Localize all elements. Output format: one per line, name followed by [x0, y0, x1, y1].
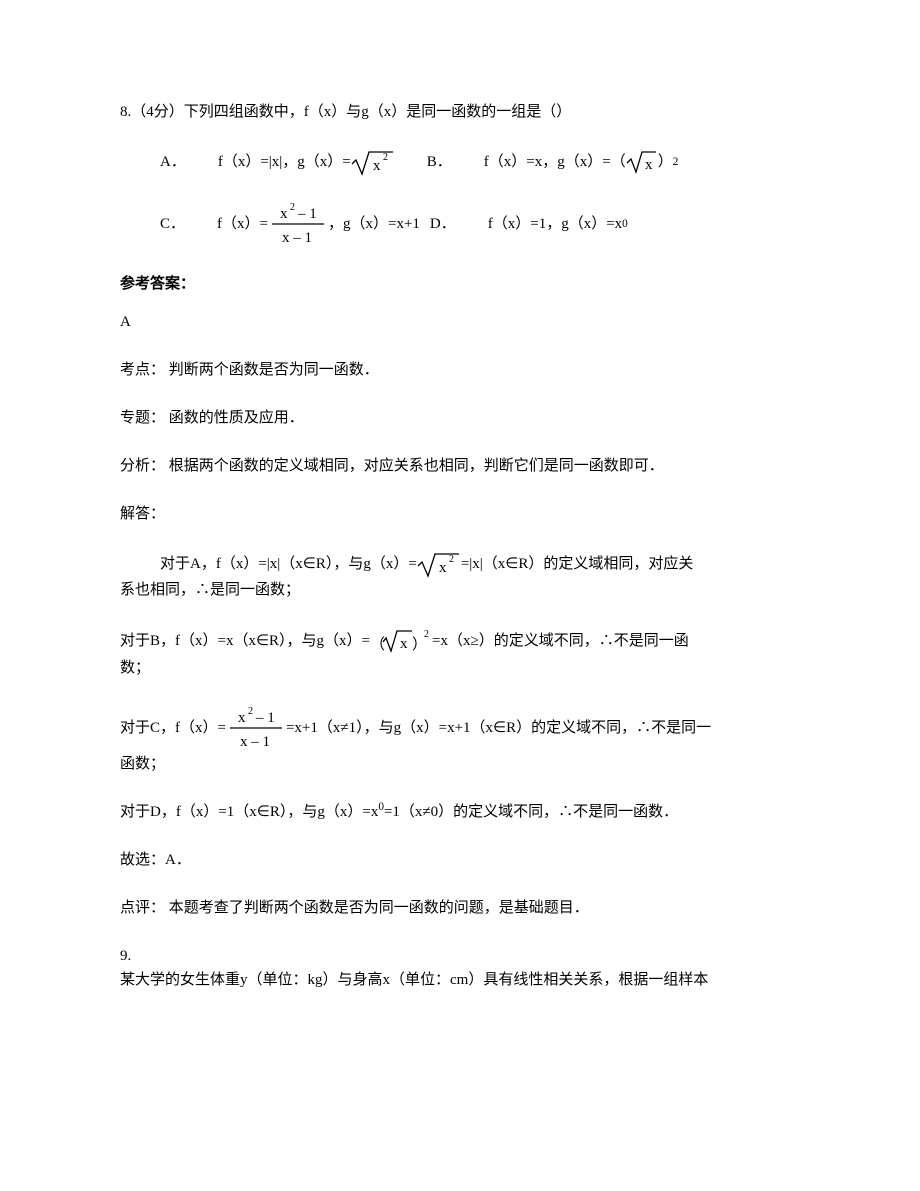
zhuanti-row: 专题： 函数的性质及应用． — [120, 406, 800, 430]
dianping-text: 本题考查了判断两个函数是否为同一函数的问题，是基础题目． — [169, 900, 589, 916]
opt-b-label: B． — [427, 150, 452, 174]
answer-header: 参考答案： — [120, 272, 800, 296]
jieda-c-post: =x+1（x≠1），与g（x）=x+1（x∈R）的定义域不同，∴不是同一 — [286, 716, 711, 740]
opt-c-gx: ，g（x）=x+1 — [328, 212, 420, 236]
kaodian-label: 考点： — [120, 362, 165, 378]
jieda-c: 对于C，f（x）= =x+1（x≠1），与g（x）=x+1（x∈R）的定义域不同… — [120, 704, 800, 776]
sqrt-x-squared-icon — [417, 550, 461, 578]
jieda-b-pre: 对于B，f（x）=x（x∈R），与g（x）= — [120, 629, 370, 653]
fenxi-text: 根据两个函数的定义域相同，对应关系也相同，判断它们是同一函数即可． — [169, 458, 664, 474]
jieda-c-line2: 函数； — [120, 752, 800, 776]
sqrt-x-icon — [626, 149, 658, 175]
dianping-label: 点评： — [120, 900, 165, 916]
answer-value: A — [120, 310, 800, 334]
opt-b-gxtail: ） — [658, 150, 673, 174]
kaodian-text: 判断两个函数是否为同一函数． — [169, 362, 379, 378]
jieda-b: 对于B，f（x）=x（x∈R），与g（x）= =x（x≥）的定义域不同，∴不是同… — [120, 626, 800, 680]
q8-options-row2: C． f（x）= ，g（x）=x+1 D． f（x）=1，g（x）=x0 — [120, 200, 800, 248]
opt-c-fx: f（x）= — [217, 212, 268, 236]
fenxi-label: 分析： — [120, 458, 165, 474]
jieda-d-post: =1（x≠0）的定义域不同，∴不是同一函数． — [384, 804, 678, 820]
q9-number: 9. — [120, 944, 800, 968]
jieda-a-line2: 系也相同，∴是同一函数； — [120, 578, 800, 602]
jieda-d: 对于D，f（x）=1（x∈R），与g（x）=x0=1（x≠0）的定义域不同，∴不… — [120, 800, 800, 824]
q8-options-row1: A． f（x）=|x|，g（x）= B． f（x）=x，g（x）=（ ） 2 — [120, 148, 800, 176]
jieda-label: 解答： — [120, 502, 800, 526]
jieda-a-pre: 对于A，f（x）=|x|（x∈R），与g（x）= — [160, 552, 417, 576]
dianping-row: 点评： 本题考查了判断两个函数是否为同一函数的问题，是基础题目． — [120, 896, 800, 920]
opt-d-label: D． — [430, 212, 456, 236]
q9-stem: 某大学的女生体重y（单位：kg）与身高x（单位：cm）具有线性相关关系，根据一组… — [120, 968, 800, 992]
sqrt-x-squared-icon — [351, 148, 395, 176]
jieda-c-pre: 对于C，f（x）= — [120, 716, 226, 740]
jieda-b-post: =x（x≥）的定义域不同，∴不是同一函 — [432, 629, 689, 653]
jieda-d-pre: 对于D，f（x）=1（x∈R），与g（x）=x — [120, 804, 378, 820]
kaodian-row: 考点： 判断两个函数是否为同一函数． — [120, 358, 800, 382]
q8-stem: 8.（4分）下列四组函数中，f（x）与g（x）是同一函数的一组是（） — [120, 100, 800, 124]
opt-b-fx: f（x）=x，g（x）=（ — [484, 150, 626, 174]
sqrt-x-paren-squared-icon — [370, 626, 432, 656]
jieda-a-post: =|x|（x∈R）的定义域相同，对应关 — [461, 552, 694, 576]
frac-x2minus1-over-xminus1-icon — [226, 704, 286, 752]
zhuanti-text: 函数的性质及应用． — [169, 410, 304, 426]
q8-stem-text: 8.（4分）下列四组函数中，f（x）与g（x）是同一函数的一组是（） — [120, 104, 571, 120]
frac-x2minus1-over-xminus1-icon — [268, 200, 328, 248]
jieda-a: 对于A，f（x）=|x|（x∈R），与g（x）= =|x|（x∈R）的定义域相同… — [120, 550, 800, 602]
fenxi-row: 分析： 根据两个函数的定义域相同，对应关系也相同，判断它们是同一函数即可． — [120, 454, 800, 478]
opt-a-fx: f（x）=|x|，g（x）= — [218, 150, 351, 174]
opt-a-label: A． — [160, 150, 186, 174]
jieda-b-line2: 数； — [120, 656, 800, 680]
zhuanti-label: 专题： — [120, 410, 165, 426]
guxuan: 故选：A． — [120, 848, 800, 872]
opt-c-label: C． — [160, 212, 185, 236]
opt-d-fx: f（x）=1，g（x）=x — [488, 212, 622, 236]
